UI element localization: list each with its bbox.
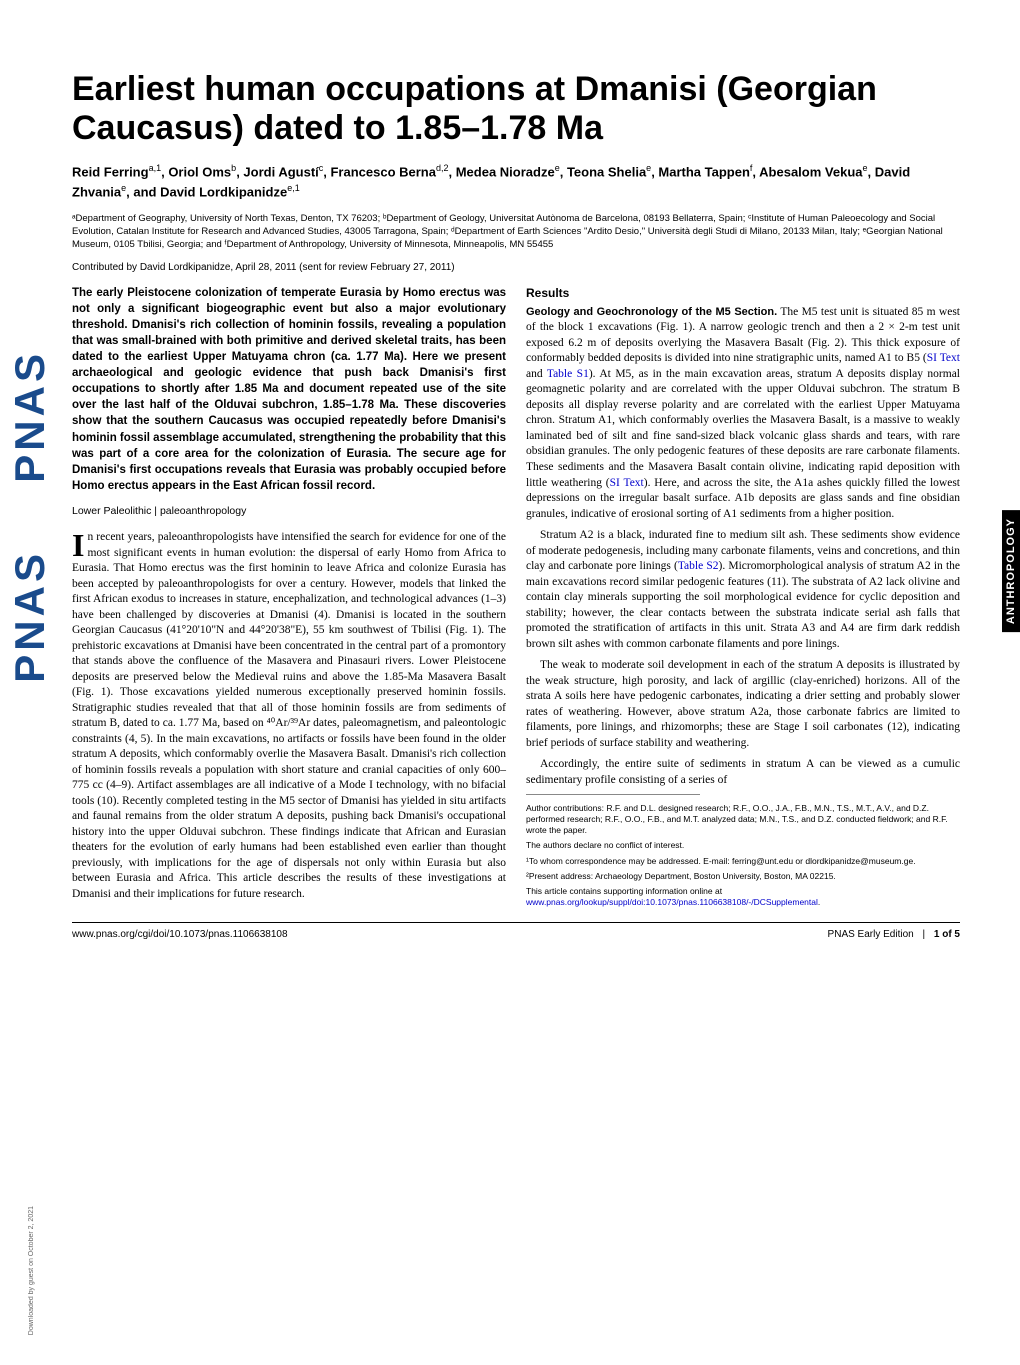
table-s2-link[interactable]: Table S2	[678, 560, 719, 572]
footnote-contributions: Author contributions: R.F. and D.L. desi…	[526, 803, 960, 836]
affiliations: ᵃDepartment of Geography, University of …	[72, 213, 960, 251]
supplemental-link[interactable]: www.pnas.org/lookup/suppl/doi:10.1073/pn…	[526, 897, 818, 907]
results-heading: Results	[526, 285, 960, 301]
results-text-1b: and	[526, 368, 547, 380]
footer-edition: PNAS Early Edition	[828, 929, 914, 940]
footer-doi: www.pnas.org/cgi/doi/10.1073/pnas.110663…	[72, 929, 288, 940]
footnotes: Author contributions: R.F. and D.L. desi…	[526, 799, 960, 907]
keywords: Lower Paleolithic | paleoanthropology	[72, 504, 506, 518]
results-para-3: The weak to moderate soil development in…	[526, 658, 960, 751]
footnote-correspondence: ¹To whom correspondence may be addressed…	[526, 856, 960, 867]
author-list: Reid Ferringa,1, Oriol Omsb, Jordi Agust…	[72, 162, 960, 201]
si-text-link-2[interactable]: SI Text	[610, 477, 644, 489]
body-columns: The early Pleistocene colonization of te…	[72, 285, 960, 912]
download-note: Downloaded by guest on October 2, 2021	[28, 1206, 35, 1335]
contributed-line: Contributed by David Lordkipanidze, Apri…	[72, 262, 960, 273]
journal-logo: PNAS	[6, 350, 54, 483]
page-footer: www.pnas.org/cgi/doi/10.1073/pnas.110663…	[72, 922, 960, 940]
results-subhead-1: Geology and Geochronology of the M5 Sect…	[526, 306, 777, 318]
results-para-4: Accordingly, the entire suite of sedimen…	[526, 757, 960, 788]
supp-text-b: .	[818, 897, 820, 907]
results-para-1: Geology and Geochronology of the M5 Sect…	[526, 305, 960, 522]
abstract: The early Pleistocene colonization of te…	[72, 285, 506, 494]
footnote-present-address: ²Present address: Archaeology Department…	[526, 871, 960, 882]
supp-text-a: This article contains supporting informa…	[526, 886, 722, 896]
results-text-2b: ). Micromorphological analysis of stratu…	[526, 560, 960, 650]
si-text-link-1[interactable]: SI Text	[927, 352, 960, 364]
footer-pagination: PNAS Early Edition 1 of 5	[828, 929, 960, 940]
table-s1-link[interactable]: Table S1	[547, 368, 589, 380]
page-content: Earliest human occupations at Dmanisi (G…	[0, 0, 1020, 970]
footnote-supplemental: This article contains supporting informa…	[526, 886, 960, 908]
footnote-conflict: The authors declare no conflict of inter…	[526, 840, 960, 851]
intro-para-1: In recent years, paleoanthropologists ha…	[72, 530, 506, 902]
journal-logo-shadow: PNAS	[6, 550, 54, 683]
category-tab: ANTHROPOLOGY	[1002, 510, 1020, 632]
footer-page-num: 1 of 5	[934, 929, 960, 940]
article-title: Earliest human occupations at Dmanisi (G…	[72, 70, 960, 148]
results-text-1c: ). At M5, as in the main excavation area…	[526, 368, 960, 489]
results-para-2: Stratum A2 is a black, indurated fine to…	[526, 528, 960, 652]
footnote-rule	[526, 794, 700, 795]
